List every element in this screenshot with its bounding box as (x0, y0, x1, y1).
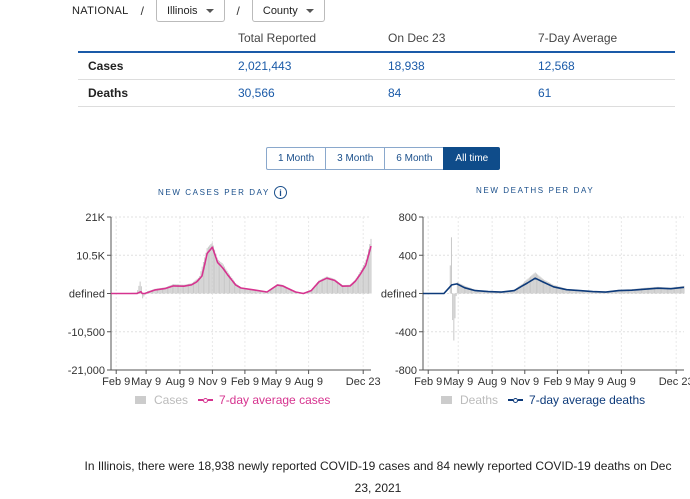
y-tick-label: 800 (399, 212, 417, 224)
cases-total: 2,021,443 (238, 52, 388, 80)
stats-header-avg: 7-Day Average (538, 25, 675, 53)
info-icon[interactable]: i (273, 186, 287, 199)
cases-chart-title-text: NEW CASES PER DAY (158, 188, 270, 197)
state-select-value: Illinois (166, 4, 198, 17)
x-tick-label: May 9 (574, 376, 604, 388)
y-tick-label: -400 (395, 327, 417, 339)
summary-text: In Illinois, there were 18,938 newly rep… (84, 459, 672, 495)
legend-cases[interactable]: Cases (154, 393, 189, 407)
line-marker-icon (198, 397, 214, 403)
legend-deaths[interactable]: Deaths (460, 393, 499, 407)
table-row: Cases 2,021,443 18,938 12,568 (78, 52, 675, 80)
table-row: Deaths 30,566 84 61 (78, 79, 675, 107)
stats-header-total: Total Reported (238, 25, 388, 53)
breadcrumb-national[interactable]: NATIONAL (72, 5, 129, 17)
y-tick-label: -10,500 (68, 327, 105, 339)
y-tick-label: defined (381, 289, 417, 301)
row-label: Deaths (78, 79, 238, 107)
range-3-month-button[interactable]: 3 Month (325, 147, 386, 170)
x-tick-label: Aug 9 (166, 376, 195, 388)
x-tick-label: May 9 (261, 376, 291, 388)
time-range-toggle: 1 Month 3 Month 6 Month All time (266, 147, 501, 170)
deaths-avg: 61 (538, 79, 675, 107)
x-tick-label: Nov 9 (198, 376, 227, 388)
x-tick-label: May 9 (131, 376, 161, 388)
y-tick-label: -800 (395, 365, 417, 377)
caret-down-icon (305, 8, 314, 13)
y-tick-label: 400 (399, 250, 417, 262)
cases-chart-title: NEW CASES PER DAY i (158, 186, 287, 199)
x-tick-label: Aug 9 (478, 376, 507, 388)
x-tick-label: Feb 9 (231, 376, 259, 388)
deaths-chart-title: NEW DEATHS PER DAY (476, 186, 594, 195)
cases-on-day: 18,938 (388, 52, 538, 80)
caret-down-icon (205, 8, 214, 13)
breadcrumb-separator: / (140, 4, 144, 18)
cases-avg: 12,568 (538, 52, 675, 80)
county-select[interactable]: County (251, 0, 325, 22)
avg-line (111, 245, 372, 295)
deaths-chart-title-text: NEW DEATHS PER DAY (476, 186, 595, 195)
county-select-value: County (262, 4, 298, 17)
x-tick-label: Aug 9 (294, 376, 323, 388)
y-tick-label: defined (69, 289, 105, 301)
x-tick-label: May 9 (443, 376, 473, 388)
x-tick-label: Dec 23 (346, 376, 381, 388)
x-tick-label: Feb 9 (414, 376, 442, 388)
bar-swatch (135, 396, 146, 404)
avg-line (423, 277, 685, 295)
deaths-legend: Deaths 7-day average deaths (441, 393, 645, 407)
x-tick-label: Dec 23 (659, 376, 690, 388)
breadcrumb: NATIONAL / Illinois / County (72, 0, 325, 22)
y-tick-label: -21,000 (68, 365, 105, 377)
x-tick-label: Aug 9 (607, 376, 636, 388)
breadcrumb-separator: / (236, 4, 240, 18)
cases-legend: Cases 7-day average cases (135, 393, 330, 407)
x-tick-label: Nov 9 (510, 376, 539, 388)
legend-avg-deaths[interactable]: 7-day average deaths (529, 393, 646, 407)
row-label: Cases (78, 52, 238, 80)
y-tick-label: 21K (85, 212, 105, 224)
range-1-month-button[interactable]: 1 Month (266, 147, 327, 170)
range-6-month-button[interactable]: 6 Month (384, 147, 445, 170)
range-all-time-button[interactable]: All time (443, 147, 501, 170)
deaths-total: 30,566 (238, 79, 388, 107)
stats-header-empty (78, 25, 238, 53)
stats-header-row: Total Reported On Dec 23 7-Day Average (78, 25, 675, 53)
stats-table: Total Reported On Dec 23 7-Day Average C… (78, 25, 675, 107)
x-tick-label: Feb 9 (102, 376, 130, 388)
x-tick-label: Feb 9 (543, 376, 571, 388)
deaths-on-day: 84 (388, 79, 538, 107)
legend-avg-cases[interactable]: 7-day average cases (219, 393, 331, 407)
stats-header-on-day: On Dec 23 (388, 25, 538, 53)
state-select[interactable]: Illinois (155, 0, 225, 22)
y-tick-label: 10.5K (76, 250, 105, 262)
bar-swatch (441, 396, 452, 404)
line-marker-icon (508, 397, 524, 403)
